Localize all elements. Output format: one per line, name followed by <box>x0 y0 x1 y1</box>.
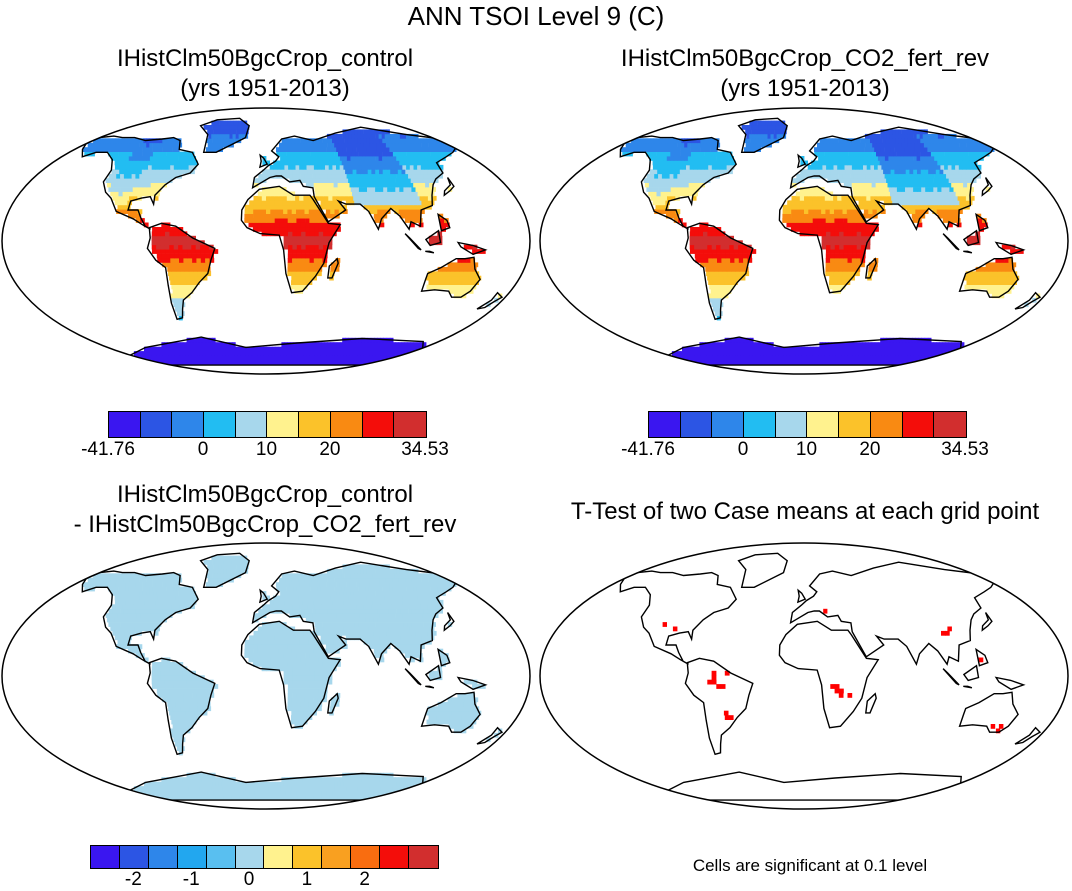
colorbar-co2-tick-label: 10 <box>795 439 818 460</box>
colorbar-diff-tick-label: 2 <box>359 869 370 890</box>
colorbar-co2-swatch <box>775 412 808 437</box>
map-diff <box>1 542 531 810</box>
colorbar-diff-swatch <box>293 846 323 868</box>
colorbar-co2-ticks: -41.76 0 10 20 34.53 <box>621 439 989 461</box>
panel-ttest-title: T-Test of two Case means at each grid po… <box>570 498 1040 525</box>
colorbar-diff-tick-label: 0 <box>243 869 255 890</box>
map-diff-cells <box>82 555 503 800</box>
panel-co2-title-1: IHistClm50BgcCrop_CO2_fert_rev <box>620 45 990 72</box>
panel-control-title-1: IHistClm50BgcCrop_control <box>116 45 414 72</box>
colorbar-control-swatch <box>109 412 141 437</box>
colorbar-co2-tick-label: 0 <box>737 439 749 460</box>
colorbar-co2-swatch <box>934 412 966 437</box>
colorbar-diff-tick-label: -1 <box>182 869 200 890</box>
colorbar-control-swatch <box>235 412 268 437</box>
map-co2-coastlines <box>619 117 1042 366</box>
colorbar-diff-swatch <box>235 846 265 868</box>
colorbar-diff-tick-label: 1 <box>301 869 313 890</box>
panel-control-title-2: (yrs 1951-2013) <box>180 75 350 102</box>
map-control-coastlines <box>81 117 504 366</box>
map-co2-border <box>539 107 1069 375</box>
map-control <box>1 107 531 375</box>
colorbar-diff-swatch <box>380 846 409 868</box>
colorbar-diff-swatch <box>148 846 178 868</box>
colorbar-co2-tick-label: 20 <box>859 439 881 460</box>
colorbar-diff-swatch <box>177 846 207 868</box>
map-ttest <box>539 542 1069 810</box>
colorbar-co2-swatch <box>839 412 871 437</box>
panel-co2-title-2: (yrs 1951-2013) <box>720 75 890 102</box>
colorbar-co2-swatch <box>712 412 745 437</box>
colorbar-control-tick-label: -41.76 <box>81 439 135 460</box>
map-ttest-coastlines <box>619 552 1042 801</box>
map-ttest-cells <box>662 608 1004 734</box>
colorbar-co2-swatch <box>902 412 935 437</box>
colorbar-control-swatch <box>394 412 426 437</box>
colorbar-diff-swatch <box>264 846 294 868</box>
colorbar-control-tick-label: 20 <box>319 439 341 460</box>
colorbar-control-tick-label: 34.53 <box>401 439 449 460</box>
panel-diff-title-2: - IHistClm50BgcCrop_CO2_fert_rev <box>73 511 457 538</box>
colorbar-co2-tick-label: -41.76 <box>621 439 675 460</box>
colorbar-co2-swatch <box>807 412 840 437</box>
map-control-border <box>1 107 531 375</box>
colorbar-diff-swatch <box>91 846 120 868</box>
colorbar-co2-tick-label: 34.53 <box>941 439 989 460</box>
colorbar-control <box>108 411 427 438</box>
colorbar-control-swatch <box>267 412 300 437</box>
colorbar-diff-swatch <box>351 846 381 868</box>
colorbar-control-swatch <box>140 412 173 437</box>
colorbar-co2 <box>648 411 967 438</box>
colorbar-diff-tick-label: -2 <box>124 869 142 890</box>
panel-diff-title-1: IHistClm50BgcCrop_control <box>116 481 414 508</box>
colorbar-co2-swatch <box>870 412 903 437</box>
colorbar-co2-swatch <box>680 412 713 437</box>
colorbar-control-ticks: -41.76 0 10 20 34.53 <box>81 439 449 461</box>
colorbar-co2-swatch <box>649 412 681 437</box>
colorbar-control-swatch <box>172 412 205 437</box>
figure-title: ANN TSOI Level 9 (C) <box>407 1 665 31</box>
map-control-cells <box>82 120 503 365</box>
colorbar-co2-swatch <box>744 412 776 437</box>
map-co2-cells <box>620 120 1041 365</box>
colorbar-control-swatch <box>330 412 363 437</box>
colorbar-control-swatch <box>299 412 331 437</box>
colorbar-diff-swatch <box>322 846 352 868</box>
colorbar-diff-ticks: -2 -1 0 1 2 <box>90 869 439 891</box>
colorbar-control-tick-label: 10 <box>255 439 278 460</box>
colorbar-diff-swatch <box>206 846 236 868</box>
colorbar-diff-swatch <box>119 846 149 868</box>
colorbar-diff-swatch <box>408 846 438 868</box>
colorbar-control-swatch <box>204 412 236 437</box>
colorbar-control-swatch <box>362 412 395 437</box>
map-diff-border <box>1 542 531 810</box>
colorbar-control-tick-label: 0 <box>197 439 209 460</box>
colorbar-diff <box>90 845 439 869</box>
significance-note: Cells are significant at 0.1 level <box>692 856 928 875</box>
map-ttest-border <box>539 542 1069 810</box>
map-co2 <box>539 107 1069 375</box>
